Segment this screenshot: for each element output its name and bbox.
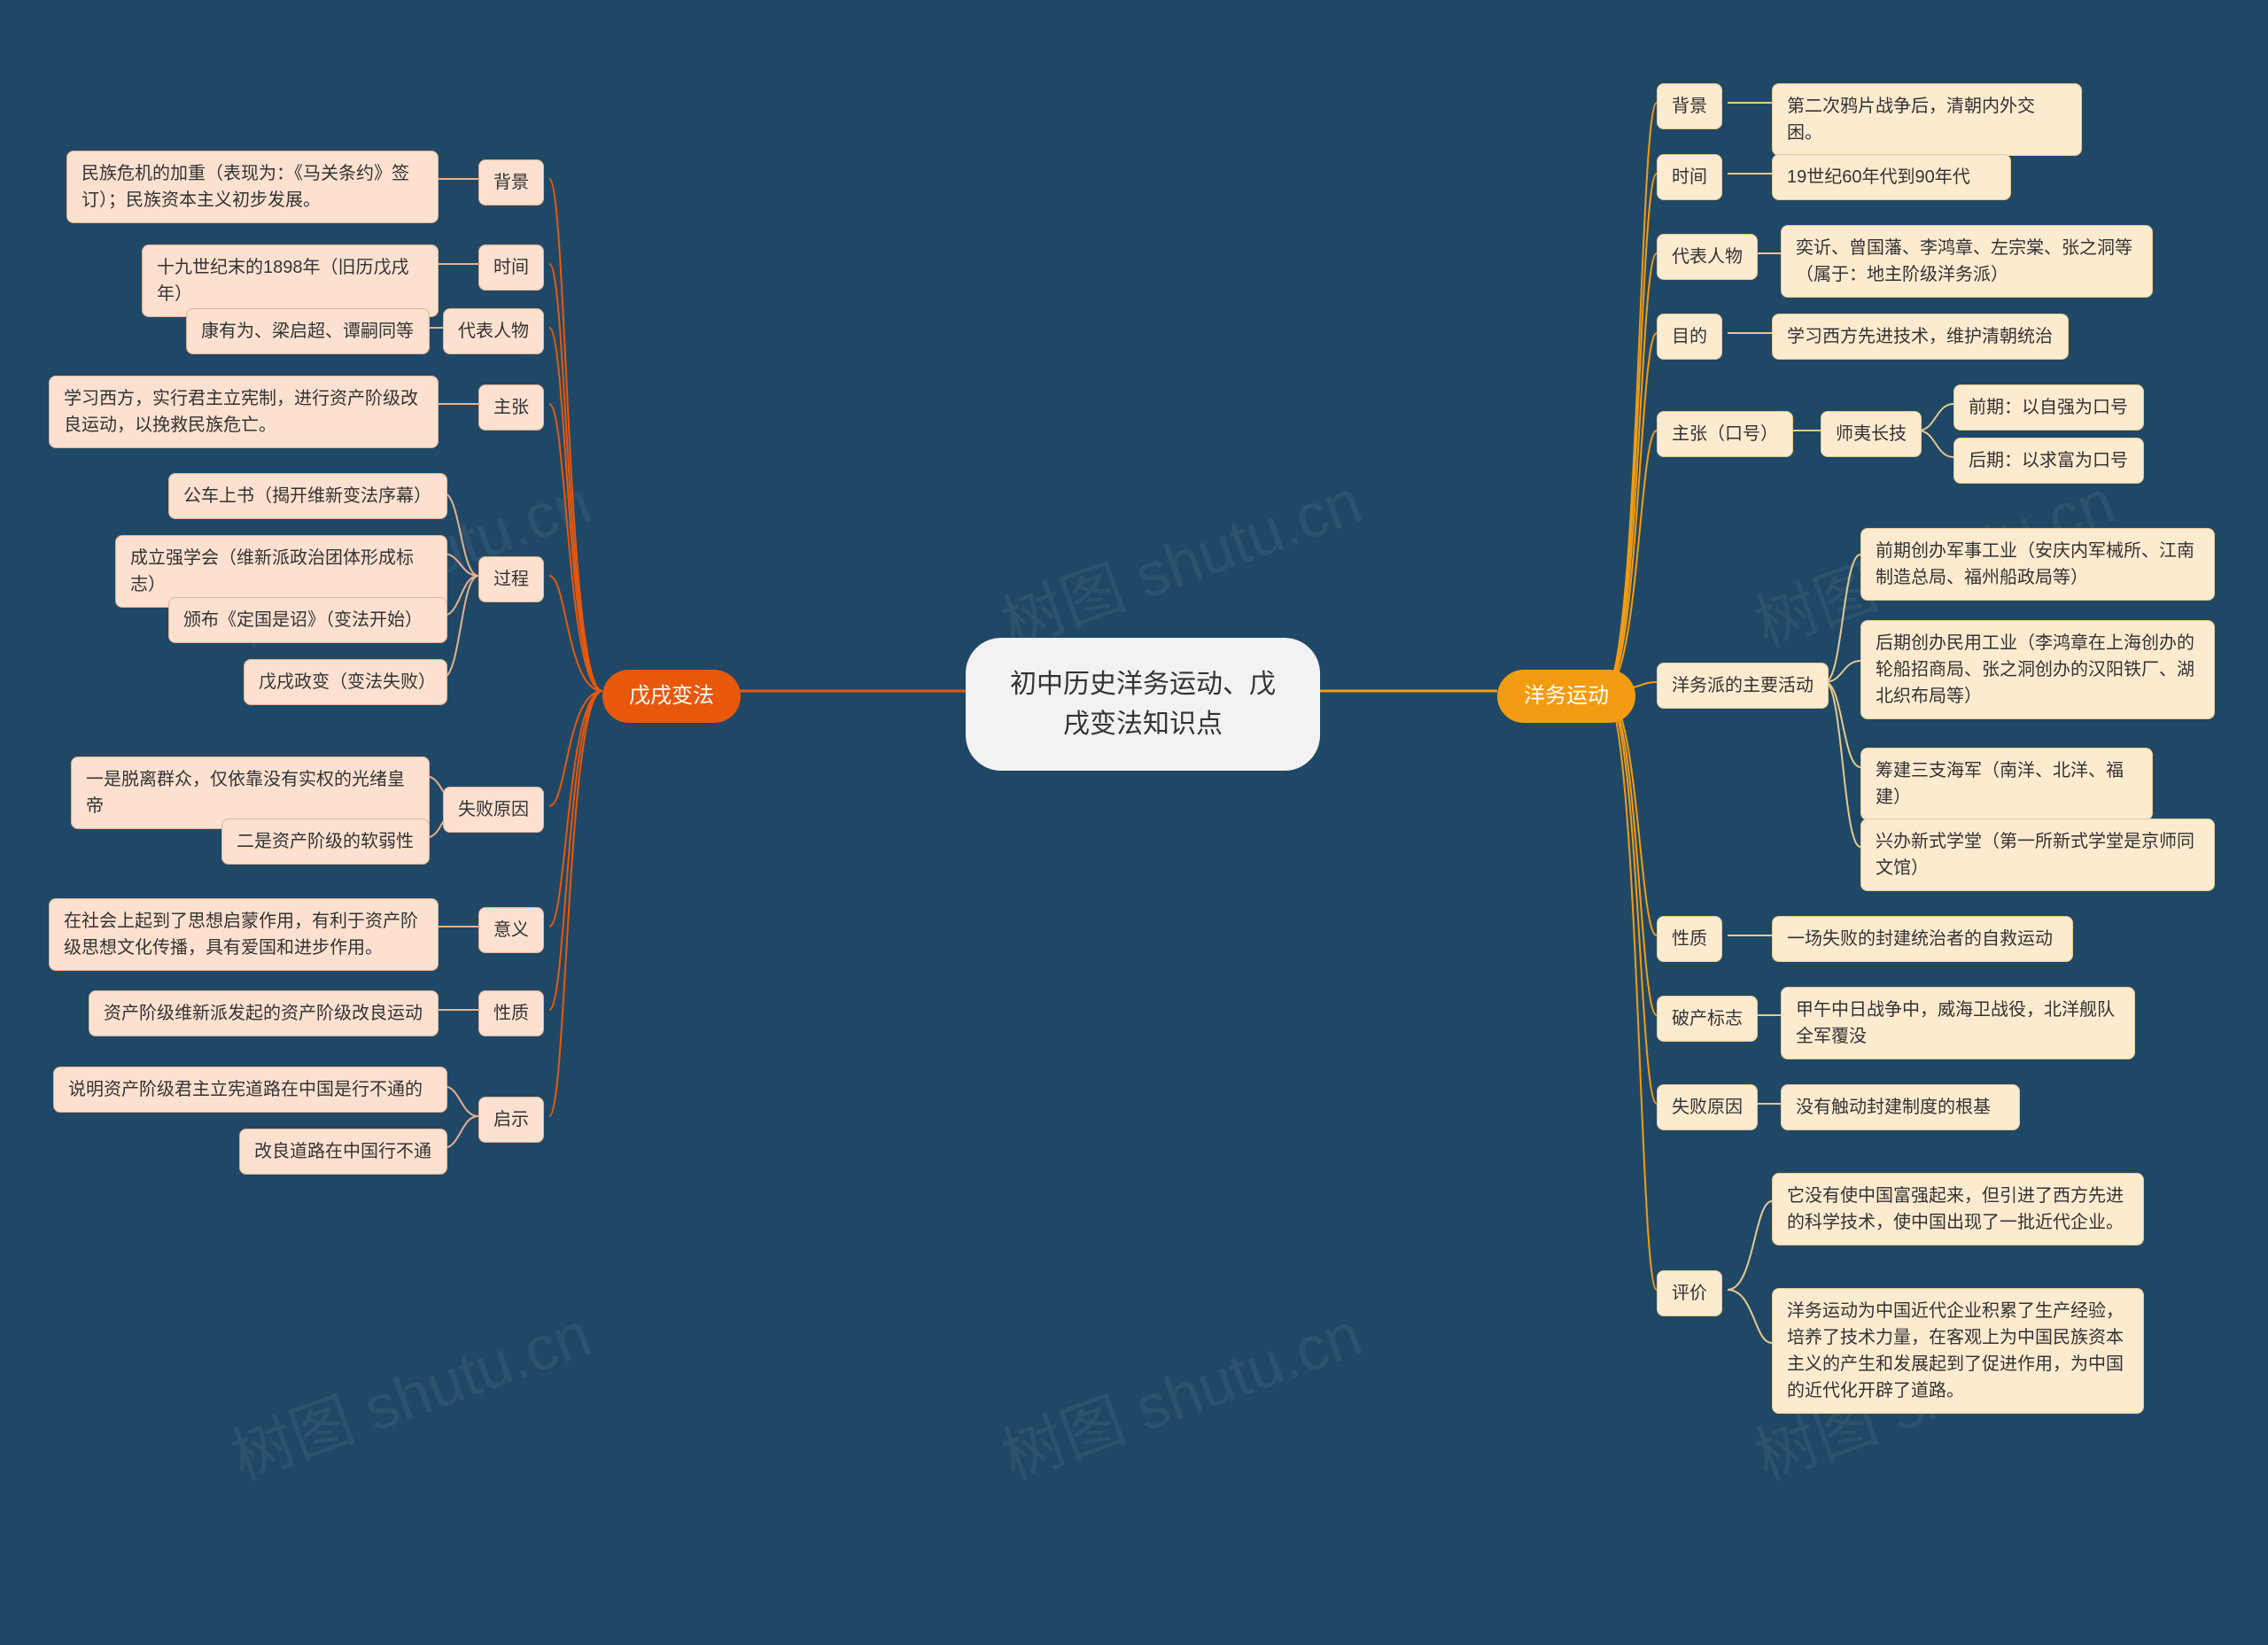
left-leaf: 二是资产阶级的软弱性 <box>221 819 430 865</box>
left-sub-beijing: 背景 <box>478 159 544 206</box>
right-sub-pochan: 破产标志 <box>1657 996 1758 1042</box>
right-leaf: 后期创办民用工业（李鸿章在上海创办的轮船招商局、张之洞创办的汉阳铁厂、湖北织布局… <box>1860 620 2215 719</box>
right-leaf: 19世纪60年代到90年代 <box>1772 154 2011 200</box>
left-leaf: 民族危机的加重（表现为：《马关条约》签订）；民族资本主义初步发展。 <box>66 151 439 223</box>
left-leaf: 资产阶级维新派发起的资产阶级改良运动 <box>89 990 439 1036</box>
left-leaf: 戊戌政变（变法失败） <box>244 659 447 705</box>
left-sub-yiyi: 意义 <box>478 907 544 953</box>
right-sub-mudi: 目的 <box>1657 314 1722 360</box>
right-leaf: 第二次鸦片战争后，清朝内外交困。 <box>1772 83 2082 156</box>
left-sub-shibai: 失败原因 <box>443 787 544 833</box>
right-main-branch: 洋务运动 <box>1497 670 1635 723</box>
center-topic: 初中历史洋务运动、戊戌变法知识点 <box>966 638 1320 771</box>
right-leaf: 一场失败的封建统治者的自救运动 <box>1772 916 2073 962</box>
right-leaf: 它没有使中国富强起来，但引进了西方先进的科学技术，使中国出现了一批近代企业。 <box>1772 1173 2144 1245</box>
right-sub-pingjia: 评价 <box>1657 1270 1722 1316</box>
watermark: 树图 shutu.cn <box>218 1285 602 1498</box>
watermark: 树图 shutu.cn <box>989 453 1372 665</box>
left-leaf: 康有为、梁启超、谭嗣同等 <box>186 308 430 354</box>
right-leaf: 前期创办军事工业（安庆内军械所、江南制造总局、福州船政局等） <box>1860 528 2215 601</box>
left-sub-zhuzhang: 主张 <box>478 384 544 431</box>
right-sub-shiyi: 师夷长技 <box>1821 411 1922 457</box>
left-main-branch: 戊戌变法 <box>602 670 741 723</box>
right-leaf: 筹建三支海军（南洋、北洋、福建） <box>1860 748 2153 820</box>
right-leaf: 学习西方先进技术，维护清朝统治 <box>1772 314 2069 360</box>
left-sub-guocheng: 过程 <box>478 556 544 602</box>
right-sub-zhuzhang: 主张（口号） <box>1657 411 1793 457</box>
right-leaf: 洋务运动为中国近代企业积累了生产经验，培养了技术力量，在客观上为中国民族资本主义… <box>1772 1288 2144 1414</box>
left-leaf: 改良道路在中国行不通 <box>239 1129 447 1175</box>
left-sub-shijian: 时间 <box>478 244 544 291</box>
right-leaf: 兴办新式学堂（第一所新式学堂是京师同文馆） <box>1860 819 2215 891</box>
left-leaf: 在社会上起到了思想启蒙作用，有利于资产阶级思想文化传播，具有爱国和进步作用。 <box>49 898 439 971</box>
right-sub-shijian: 时间 <box>1657 154 1722 200</box>
right-sub-daibiao: 代表人物 <box>1657 234 1758 280</box>
left-leaf: 颁布《定国是诏》（变法开始） <box>168 597 447 643</box>
right-leaf: 前期：以自强为口号 <box>1953 384 2144 431</box>
right-sub-huodong: 洋务派的主要活动 <box>1657 663 1829 709</box>
right-sub-beijing: 背景 <box>1657 83 1722 129</box>
right-leaf: 没有触动封建制度的根基 <box>1781 1084 2020 1130</box>
right-leaf: 后期：以求富为口号 <box>1953 438 2144 484</box>
right-sub-xingzhi: 性质 <box>1657 916 1722 962</box>
left-sub-qishi: 启示 <box>478 1097 544 1143</box>
watermark: 树图 shutu.cn <box>989 1285 1372 1498</box>
left-leaf: 十九世纪末的1898年（旧历戊戌年） <box>142 244 439 317</box>
left-sub-daibiao: 代表人物 <box>443 308 544 354</box>
left-leaf: 学习西方，实行君主立宪制，进行资产阶级改良运动，以挽救民族危亡。 <box>49 376 439 448</box>
right-leaf: 甲午中日战争中，威海卫战役，北洋舰队全军覆没 <box>1781 987 2135 1059</box>
right-sub-shibai: 失败原因 <box>1657 1084 1758 1130</box>
right-leaf: 奕䜣、曾国藩、李鸿章、左宗棠、张之洞等（属于：地主阶级洋务派） <box>1781 225 2153 298</box>
left-sub-xingzhi: 性质 <box>478 990 544 1036</box>
left-leaf: 公车上书（揭开维新变法序幕） <box>168 473 447 519</box>
left-leaf: 说明资产阶级君主立宪道路在中国是行不通的 <box>53 1067 447 1113</box>
